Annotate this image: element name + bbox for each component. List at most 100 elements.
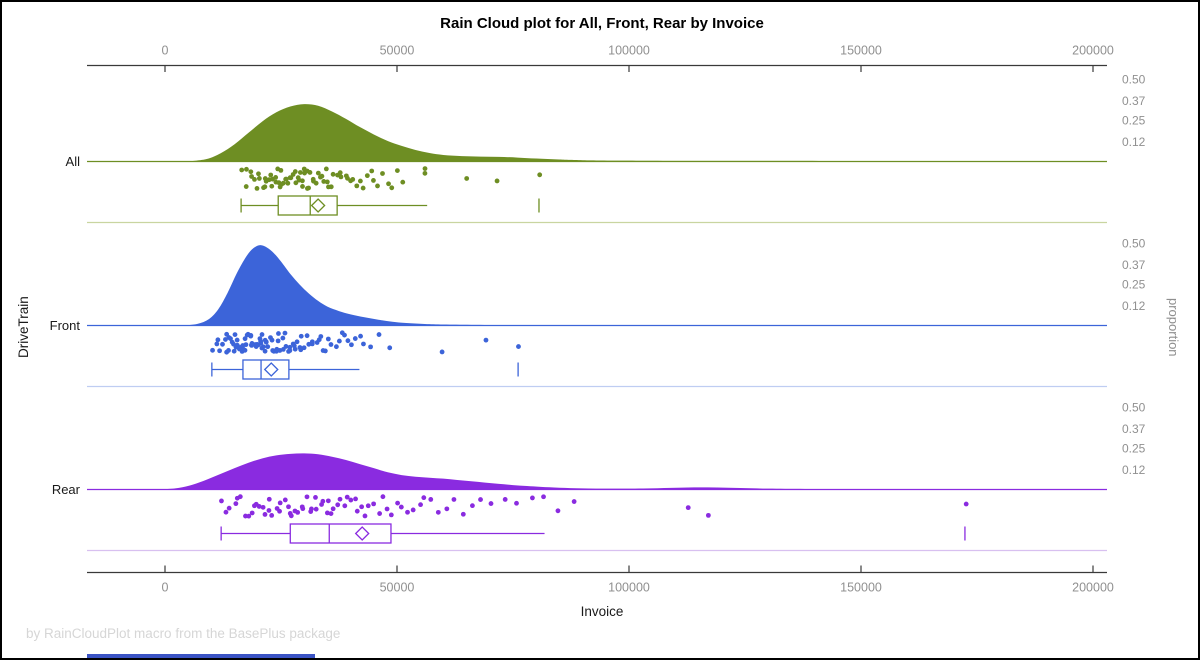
data-point	[280, 180, 286, 186]
data-point	[386, 181, 391, 187]
data-point	[325, 336, 331, 342]
data-point	[410, 507, 416, 513]
data-point	[246, 513, 252, 519]
data-point	[220, 341, 225, 347]
data-point	[361, 341, 366, 347]
data-point	[330, 171, 336, 177]
data-point	[259, 332, 265, 337]
data-point	[400, 179, 406, 185]
data-point	[210, 347, 215, 353]
rain-points-front	[210, 330, 521, 355]
data-point	[371, 501, 377, 507]
data-point	[226, 505, 232, 511]
density-cloud-all	[188, 104, 1084, 162]
x-tick-label-top: 200000	[1072, 44, 1114, 58]
data-point	[369, 168, 375, 174]
data-point	[394, 168, 400, 173]
data-point	[239, 167, 245, 173]
data-point	[324, 510, 330, 516]
x-axis-top: 0 50000 100000 150000 200000	[87, 44, 1114, 72]
data-point	[269, 512, 275, 518]
data-point	[300, 506, 306, 512]
data-point	[371, 178, 376, 183]
data-point	[387, 345, 393, 351]
data-point	[323, 166, 329, 172]
data-point	[398, 504, 404, 510]
data-point	[418, 502, 423, 508]
data-point	[280, 335, 286, 341]
data-point	[328, 511, 334, 517]
data-point	[256, 171, 261, 177]
data-point	[571, 499, 577, 504]
mean-diamond	[310, 198, 326, 213]
data-point	[963, 501, 969, 507]
boxplot-all	[240, 195, 540, 216]
data-point	[444, 506, 450, 512]
boxplot-rear	[220, 523, 966, 544]
data-point	[277, 508, 282, 514]
data-point	[364, 173, 370, 179]
data-point	[242, 347, 248, 353]
data-point	[254, 185, 260, 191]
footer-note: by RainCloudPlot macro from the BasePlus…	[26, 626, 341, 641]
proportion-tick-label: 0.25	[1122, 278, 1146, 292]
data-point	[283, 176, 289, 182]
data-point	[248, 169, 254, 175]
data-point	[428, 497, 434, 502]
data-point	[285, 180, 291, 186]
panel-all: All 0.50 0.37 0.25 0.12	[66, 73, 1146, 224]
data-point	[362, 513, 368, 519]
data-point	[365, 503, 371, 509]
x-tick-label-top: 150000	[840, 44, 882, 58]
data-point	[337, 170, 343, 176]
data-point	[422, 166, 428, 171]
y-axis-label-drivetrain: DriveTrain	[16, 296, 31, 358]
data-point	[269, 337, 275, 343]
data-point	[258, 340, 264, 346]
data-point	[336, 338, 342, 344]
mean-diamond	[354, 526, 370, 541]
data-point	[232, 332, 238, 337]
proportion-tick-label: 0.25	[1122, 442, 1146, 456]
data-point	[292, 169, 298, 174]
data-point	[530, 495, 535, 501]
data-point	[249, 510, 255, 516]
data-point	[309, 506, 314, 512]
x-axis-label-invoice: Invoice	[580, 604, 624, 619]
data-point	[231, 348, 237, 354]
chart-title: Rain Cloud plot for All, Front, Rear by …	[440, 15, 764, 32]
data-point	[256, 504, 262, 509]
data-point	[233, 501, 239, 507]
data-point	[359, 504, 365, 510]
data-point	[243, 184, 249, 189]
data-point	[342, 332, 347, 338]
x-tick-label-bottom: 100000	[608, 581, 650, 595]
density-cloud-rear	[165, 453, 1093, 490]
category-label-rear: Rear	[52, 482, 81, 497]
data-point	[293, 180, 299, 186]
data-point	[217, 348, 222, 354]
data-point	[344, 494, 350, 500]
data-point	[328, 184, 334, 190]
data-point	[276, 331, 281, 336]
data-point	[270, 348, 276, 353]
data-point	[249, 174, 254, 179]
proportion-tick-label: 0.50	[1122, 73, 1146, 87]
data-point	[377, 511, 383, 516]
data-point	[234, 337, 240, 343]
data-point	[292, 346, 298, 352]
proportion-tick-label: 0.12	[1122, 299, 1146, 313]
panel-front: Front 0.50 0.37 0.25 0.12	[50, 237, 1146, 388]
data-point	[435, 509, 441, 515]
data-point	[488, 501, 494, 506]
data-point	[265, 344, 271, 350]
data-point	[310, 176, 316, 182]
data-point	[301, 345, 307, 351]
data-point	[242, 336, 248, 342]
data-point	[248, 333, 254, 338]
data-point	[555, 508, 561, 514]
x-tick-label-top: 50000	[380, 44, 415, 58]
data-point	[352, 336, 358, 341]
data-point	[376, 332, 382, 337]
